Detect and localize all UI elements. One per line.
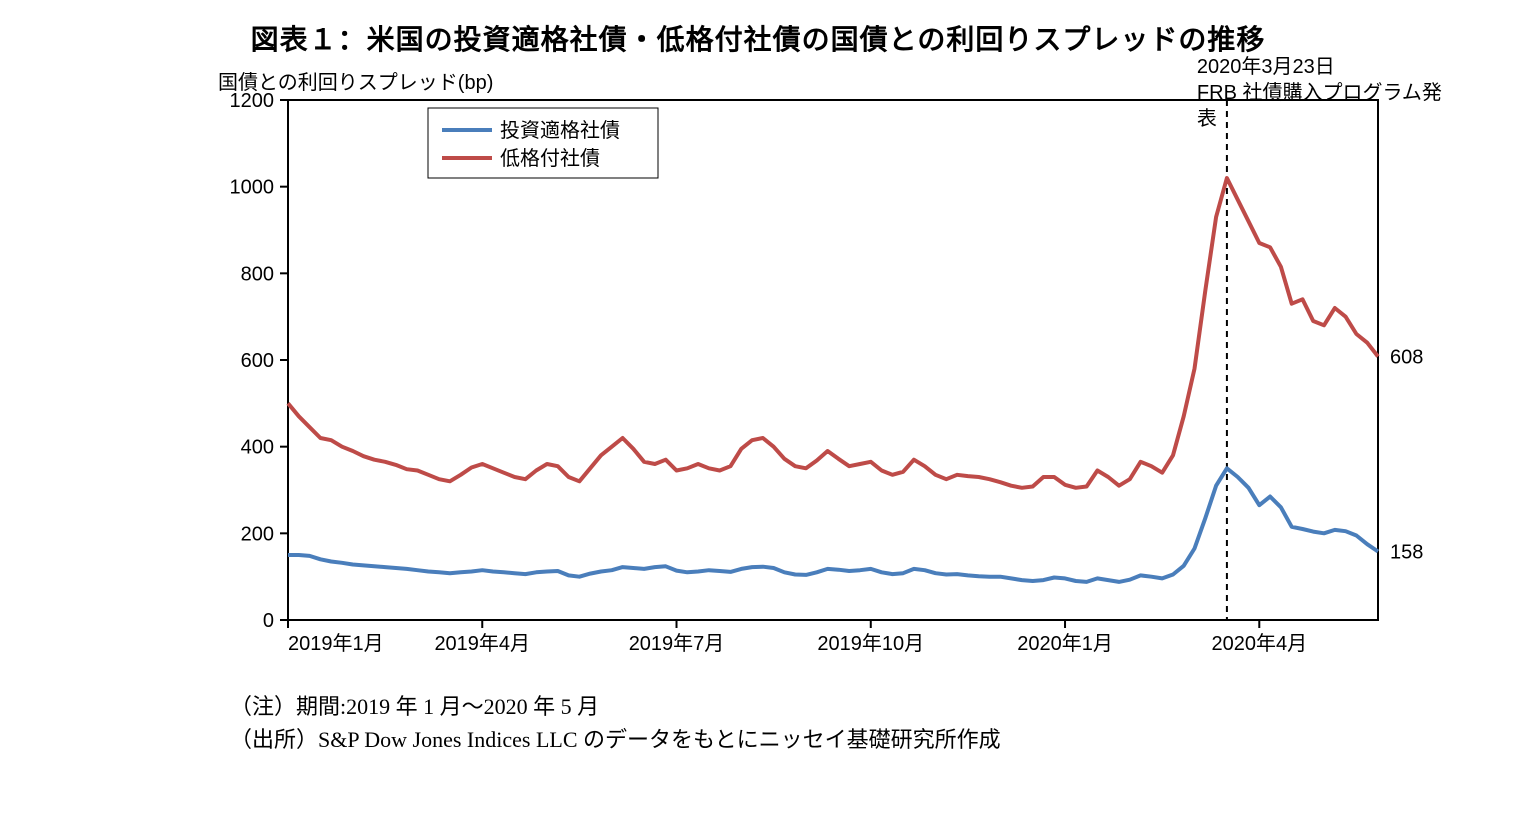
y-tick-label: 1000	[230, 177, 275, 199]
annotation-line1: 2020年3月23日	[1197, 54, 1458, 80]
note-period: （注）期間:2019 年 1 月～2020 年 5 月	[230, 690, 1430, 723]
end-label-hy: 608	[1390, 347, 1423, 369]
line-ig	[288, 468, 1378, 582]
x-tick-label: 2019年10月	[817, 632, 924, 655]
x-tick-label: 2019年1月	[288, 632, 384, 655]
legend-label-hy: 低格付社債	[500, 147, 600, 170]
y-tick-label: 400	[241, 437, 274, 459]
end-label-ig: 158	[1390, 542, 1423, 564]
x-tick-label: 2019年7月	[629, 632, 725, 655]
chart-title: 図表１：米国の投資適格社債・低格付社債の国債との利回りスプレッドの推移	[40, 18, 1476, 58]
page-root: 図表１：米国の投資適格社債・低格付社債の国債との利回りスプレッドの推移 国債との…	[0, 0, 1516, 818]
annotation-block: 2020年3月23日 FRB 社債購入プログラム発表	[1197, 54, 1458, 132]
notes-block: （注）期間:2019 年 1 月～2020 年 5 月 （出所）S&P Dow …	[230, 690, 1430, 756]
y-tick-label: 200	[241, 523, 274, 545]
y-tick-label: 600	[241, 350, 274, 372]
annotation-line2: FRB 社債購入プログラム発表	[1197, 80, 1458, 132]
chart-container: 国債との利回りスプレッド(bp) 2020年3月23日 FRB 社債購入プログラ…	[58, 60, 1458, 680]
y-axis-title: 国債との利回りスプレッド(bp)	[218, 66, 493, 95]
line-hy	[288, 178, 1378, 488]
x-tick-label: 2020年1月	[1017, 632, 1113, 655]
legend-label-ig: 投資適格社債	[500, 119, 620, 142]
x-tick-label: 2019年4月	[434, 632, 530, 655]
note-source: （出所）S&P Dow Jones Indices LLC のデータをもとにニッ…	[230, 723, 1430, 756]
x-tick-label: 2020年4月	[1211, 632, 1307, 655]
y-tick-label: 800	[241, 263, 274, 285]
chart-svg: 0200400600800100012002019年1月2019年4月2019年…	[58, 60, 1458, 680]
y-tick-label: 0	[263, 610, 274, 632]
